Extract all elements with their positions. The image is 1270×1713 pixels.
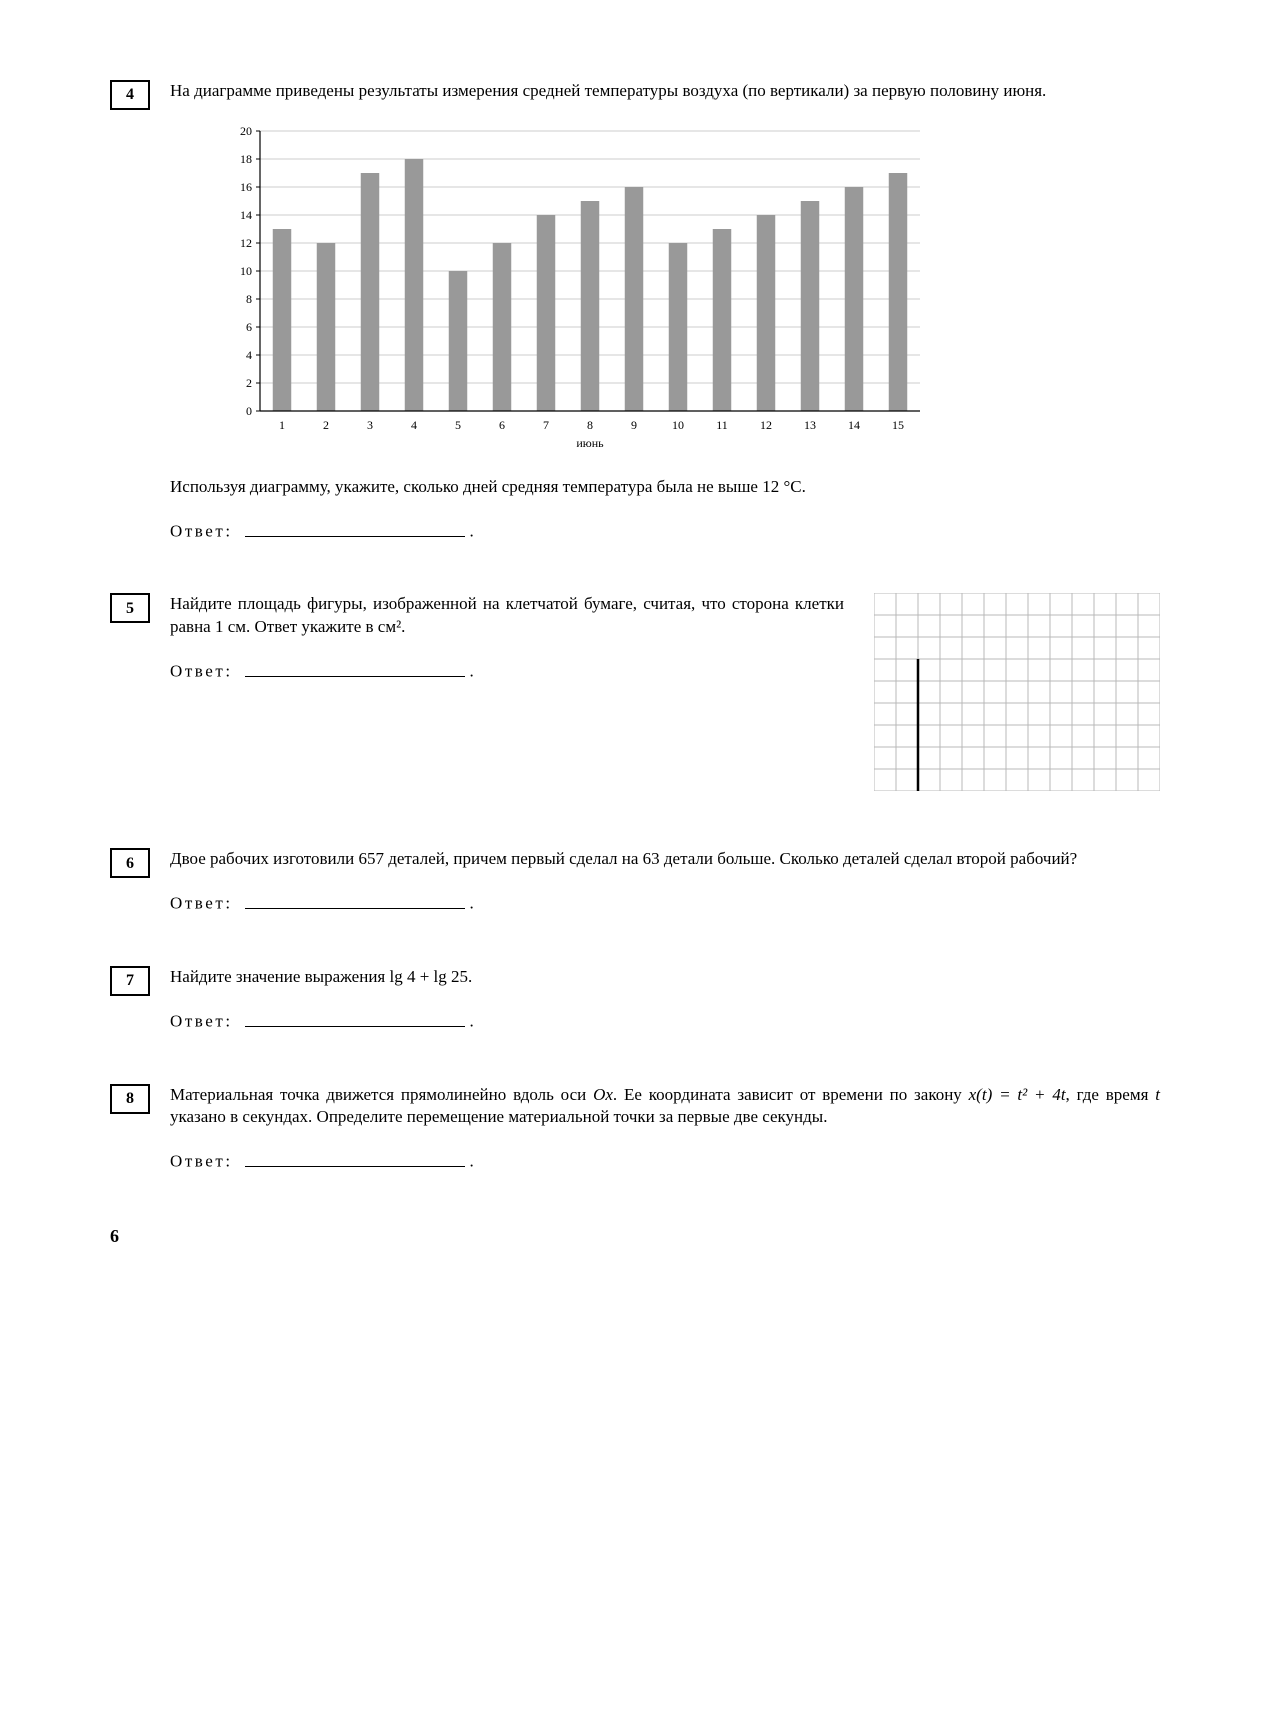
svg-text:12: 12 <box>760 418 772 432</box>
problem-question: Используя диаграмму, укажите, сколько дн… <box>170 476 1160 499</box>
answer-row: Ответ: . <box>170 889 1160 916</box>
answer-label: Ответ: <box>170 1012 233 1031</box>
math-expression: lg 4 + lg 25. <box>389 967 472 986</box>
problem-body: Найдите значение выражения lg 4 + lg 25.… <box>170 966 1160 1034</box>
problem-number: 8 <box>126 1088 134 1110</box>
svg-text:июнь: июнь <box>576 436 604 450</box>
problem-8: 8 Материальная точка движется прямолиней… <box>110 1084 1160 1175</box>
problem-text: Двое рабочих изготовили 657 деталей, при… <box>170 848 1160 871</box>
bar-chart-container: 02468101214161820123456789101112131415ию… <box>210 121 1160 458</box>
problem-text: Материальная точка движется прямолинейно… <box>170 1084 1160 1130</box>
axis-name: Ox <box>593 1085 613 1104</box>
answer-row: Ответ: . <box>170 1007 1160 1034</box>
svg-text:10: 10 <box>240 264 252 278</box>
answer-blank[interactable] <box>245 657 465 677</box>
problem-number: 5 <box>126 598 134 620</box>
svg-text:9: 9 <box>631 418 637 432</box>
answer-row: Ответ: . <box>170 517 1160 544</box>
problem-number-box: 8 <box>110 1084 150 1114</box>
t-b: . Ее координата зависит от времени по за… <box>613 1085 969 1104</box>
svg-text:4: 4 <box>246 348 252 362</box>
svg-text:15: 15 <box>892 418 904 432</box>
svg-text:1: 1 <box>279 418 285 432</box>
svg-text:6: 6 <box>246 320 252 334</box>
svg-text:8: 8 <box>587 418 593 432</box>
answer-blank[interactable] <box>245 1007 465 1027</box>
problem-body: Двое рабочих изготовили 657 деталей, при… <box>170 848 1160 916</box>
svg-text:7: 7 <box>543 418 549 432</box>
problem-body: Материальная точка движется прямолинейно… <box>170 1084 1160 1175</box>
svg-text:12: 12 <box>240 236 252 250</box>
svg-text:6: 6 <box>499 418 505 432</box>
var-t: t <box>1155 1085 1160 1104</box>
problem-5: 5 Найдите площадь фигуры, изображенной н… <box>110 593 1160 798</box>
problem-6: 6 Двое рабочих изготовили 657 деталей, п… <box>110 848 1160 916</box>
svg-text:5: 5 <box>455 418 461 432</box>
svg-text:11: 11 <box>716 418 728 432</box>
problem-number: 7 <box>126 970 134 992</box>
answer-row: Ответ: . <box>170 1147 1160 1174</box>
problem-number: 4 <box>126 84 134 106</box>
answer-blank[interactable] <box>245 1147 465 1167</box>
answer-row: Ответ: . <box>170 657 844 684</box>
problem-4: 4 На диаграмме приведены результаты изме… <box>110 80 1160 543</box>
answer-label: Ответ: <box>170 522 233 541</box>
svg-text:4: 4 <box>411 418 417 432</box>
answer-blank[interactable] <box>245 517 465 537</box>
svg-text:2: 2 <box>323 418 329 432</box>
text-prefix: Найдите значение выражения <box>170 967 389 986</box>
svg-text:18: 18 <box>240 152 252 166</box>
problem-7: 7 Найдите значение выражения lg 4 + lg 2… <box>110 966 1160 1034</box>
problem-number: 6 <box>126 853 134 875</box>
problem-number-box: 5 <box>110 593 150 623</box>
t-d: указано в секундах. Определите перемещен… <box>170 1107 827 1126</box>
svg-text:16: 16 <box>240 180 252 194</box>
answer-label: Ответ: <box>170 894 233 913</box>
problem-number-box: 4 <box>110 80 150 110</box>
answer-label: Ответ: <box>170 662 233 681</box>
svg-text:0: 0 <box>246 404 252 418</box>
problem-body: Найдите площадь фигуры, изображенной на … <box>170 593 1160 798</box>
svg-text:20: 20 <box>240 124 252 138</box>
svg-text:13: 13 <box>804 418 816 432</box>
svg-text:3: 3 <box>367 418 373 432</box>
problem-text: На диаграмме приведены результаты измере… <box>170 80 1160 103</box>
page-number: 6 <box>110 1224 1160 1248</box>
math-formula: x(t) = t² + 4t <box>969 1085 1066 1104</box>
grid-figure <box>874 593 1160 791</box>
problem-text: Найдите площадь фигуры, изображенной на … <box>170 593 844 639</box>
svg-text:2: 2 <box>246 376 252 390</box>
svg-text:8: 8 <box>246 292 252 306</box>
grid-figure-container <box>874 593 1160 798</box>
problem-text: Найдите значение выражения lg 4 + lg 25. <box>170 966 1160 989</box>
problem-number-box: 7 <box>110 966 150 996</box>
problem-number-box: 6 <box>110 848 150 878</box>
answer-label: Ответ: <box>170 1152 233 1171</box>
svg-text:14: 14 <box>240 208 252 222</box>
bar-chart: 02468101214161820123456789101112131415ию… <box>210 121 930 451</box>
answer-blank[interactable] <box>245 889 465 909</box>
svg-text:14: 14 <box>848 418 860 432</box>
t-c: , где время <box>1066 1085 1156 1104</box>
problem-body: На диаграмме приведены результаты измере… <box>170 80 1160 543</box>
t-a: Материальная точка движется прямолинейно… <box>170 1085 593 1104</box>
svg-text:10: 10 <box>672 418 684 432</box>
